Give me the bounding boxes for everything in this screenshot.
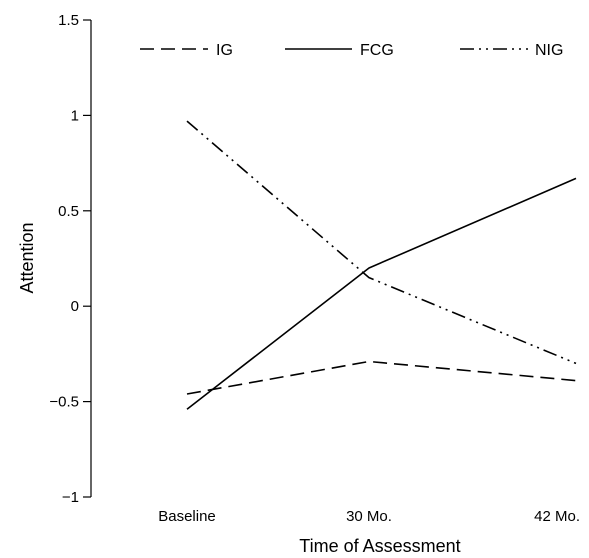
series-line-fcg	[186, 177, 577, 410]
y-axis-title: Attention	[17, 222, 37, 293]
series-line-ig	[186, 360, 577, 395]
x-axis: Baseline 30 Mo. 42 Mo.	[158, 508, 580, 525]
y-tick-label: −1	[62, 489, 79, 506]
y-tick-label: 0.5	[58, 203, 79, 220]
x-tick-label: Baseline	[158, 508, 216, 525]
series-line-nig	[186, 120, 577, 365]
series-group	[186, 120, 577, 410]
y-axis: −1 −0.5 0 0.5 1 1.5	[49, 12, 92, 506]
y-tick-label: 0	[71, 298, 79, 315]
legend-label-ig: IG	[216, 42, 233, 59]
y-tick-label: 1	[71, 107, 79, 124]
legend-label-nig: NIG	[535, 42, 563, 59]
x-axis-title: Time of Assessment	[299, 536, 460, 556]
legend-label-fcg: FCG	[360, 42, 394, 59]
x-tick-label: 30 Mo.	[346, 508, 392, 525]
x-tick-label: 42 Mo.	[534, 508, 580, 525]
y-tick-label: 1.5	[58, 12, 79, 29]
legend: IG FCG NIG	[140, 42, 563, 59]
y-tick-label: −0.5	[49, 394, 79, 411]
